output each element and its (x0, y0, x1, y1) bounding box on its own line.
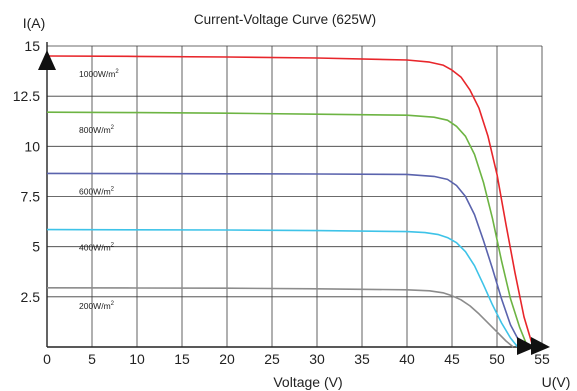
axes (46, 42, 548, 348)
x-axis-arrow-icon (517, 337, 536, 355)
x-tick-label: 30 (309, 351, 325, 367)
series-line (46, 111, 529, 348)
y-axis-arrow-icon (38, 50, 56, 70)
series-line (46, 286, 514, 348)
x-tick-label: 15 (174, 351, 190, 367)
grid-lines (47, 45, 543, 347)
x-tick-label: 10 (129, 351, 145, 367)
x-axis-arrow-icon (531, 337, 550, 355)
y-tick-label: 10 (24, 138, 40, 154)
y-tick-label: 5 (32, 239, 40, 255)
x-tick-label: 50 (489, 351, 505, 367)
chart-title: Current-Voltage Curve (625W) (194, 12, 376, 27)
y-axis-label: I(A) (23, 15, 46, 31)
x-tick-label: 5 (88, 351, 96, 367)
x-axis-label: Voltage (V) (273, 374, 342, 390)
y-tick-label: 7.5 (21, 189, 41, 205)
y-tick-label: 12.5 (13, 88, 40, 104)
x-tick-label: 45 (444, 351, 460, 367)
series-label: 800W/m2 (79, 125, 115, 135)
x-tick-label: 35 (354, 351, 370, 367)
series-label: 200W/m2 (79, 301, 115, 311)
series-line (46, 55, 534, 348)
x-tick-label: 20 (219, 351, 235, 367)
tick-labels: 0 5 10 15 20 25 30 35 40 45 50 55 2.5 5 7.5 10 12.5 15 (13, 38, 550, 367)
series-line (46, 172, 523, 348)
y-tick-label: 2.5 (21, 289, 41, 305)
series-line (46, 228, 519, 348)
series-label: 600W/m2 (79, 186, 115, 196)
axis-arrows (38, 50, 550, 355)
y-tick-label: 15 (24, 38, 40, 54)
series-labels: 1000W/m2 800W/m2 600W/m2 400W/m2 200W/m2 (79, 69, 119, 311)
x-tick-label: 0 (43, 351, 51, 367)
x-tick-label: 40 (399, 351, 415, 367)
x-tick-label: 55 (534, 351, 550, 367)
series-label: 1000W/m2 (79, 69, 119, 79)
x-tick-label: 25 (264, 351, 280, 367)
series-lines (46, 55, 534, 348)
series-label: 400W/m2 (79, 243, 115, 253)
x-axis-end-label: U(V) (542, 374, 571, 390)
